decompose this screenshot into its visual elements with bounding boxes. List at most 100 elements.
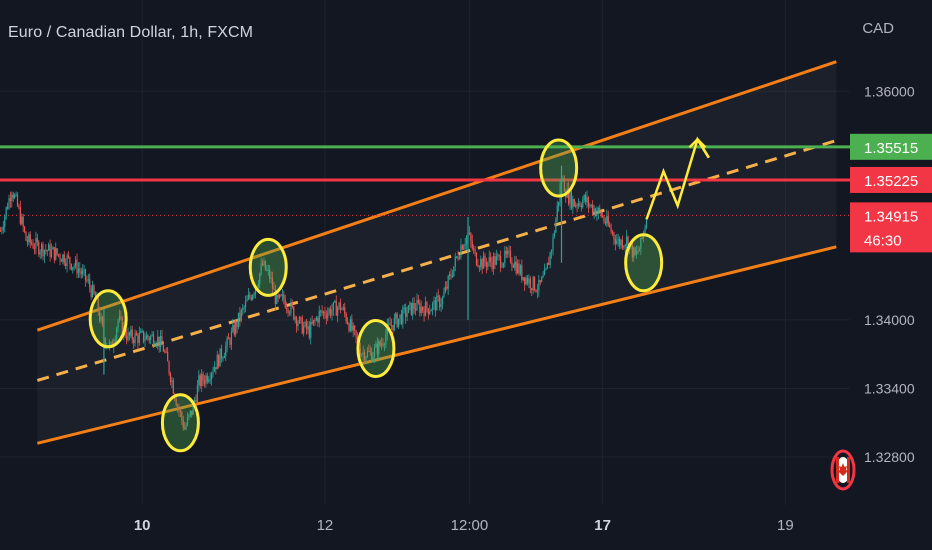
candle-body bbox=[133, 339, 135, 344]
candle-body bbox=[99, 311, 101, 321]
candle-body bbox=[437, 295, 439, 297]
horizontal-levels[interactable] bbox=[0, 145, 850, 216]
candle-body bbox=[327, 312, 329, 319]
candle-body bbox=[426, 301, 428, 309]
candle-body bbox=[240, 309, 242, 320]
candle-body bbox=[263, 260, 265, 266]
candle-body bbox=[141, 330, 143, 332]
countdown-label: 46:30 bbox=[864, 232, 902, 249]
candle-body bbox=[74, 259, 77, 267]
candle-body bbox=[191, 410, 193, 415]
channel-upper-line bbox=[36, 60, 837, 332]
candle-body bbox=[247, 294, 250, 300]
touch-circle-2 bbox=[160, 393, 200, 453]
candle-body bbox=[556, 205, 558, 220]
candle-body bbox=[329, 308, 332, 316]
candle-body bbox=[203, 380, 206, 384]
candle-body bbox=[89, 279, 91, 288]
candle-body bbox=[226, 337, 228, 347]
candle-body bbox=[460, 245, 462, 258]
candle-body bbox=[9, 198, 12, 201]
candle-body bbox=[260, 263, 262, 274]
candle-body bbox=[548, 262, 550, 265]
candle-body bbox=[158, 336, 160, 347]
candle-body bbox=[446, 286, 448, 289]
candle-body bbox=[49, 244, 51, 257]
candle-body bbox=[604, 221, 607, 224]
candle-body bbox=[492, 256, 495, 269]
symbol-title[interactable]: Euro / Canadian Dollar, 1h, FXCM bbox=[8, 24, 254, 41]
candle-body bbox=[593, 208, 595, 214]
candle-body bbox=[148, 337, 150, 341]
candle-body bbox=[409, 302, 411, 306]
trend-channel[interactable] bbox=[36, 60, 837, 445]
candle-body bbox=[1, 229, 3, 231]
candle-body bbox=[14, 194, 16, 199]
candle-body bbox=[57, 254, 60, 256]
candle-body bbox=[110, 342, 112, 344]
candle-body bbox=[468, 232, 471, 234]
candle-body bbox=[575, 204, 577, 207]
candle-body bbox=[559, 184, 561, 202]
candle-body bbox=[100, 316, 102, 321]
candle-body bbox=[501, 266, 503, 268]
candle-body bbox=[365, 356, 367, 361]
candle-body bbox=[210, 373, 213, 380]
candle-body bbox=[59, 254, 61, 260]
candle-body bbox=[222, 357, 224, 359]
candle-body bbox=[431, 303, 434, 310]
touch-circle-6 bbox=[624, 233, 664, 293]
candle-body bbox=[22, 216, 24, 227]
candle-body bbox=[90, 287, 92, 297]
candle-body bbox=[55, 248, 57, 260]
candle-body bbox=[380, 343, 383, 346]
candle-body bbox=[335, 300, 337, 316]
time-axis[interactable]: 10 12 12:00 17 19 bbox=[0, 505, 850, 550]
candle-body bbox=[188, 414, 190, 418]
candle-body bbox=[253, 293, 255, 296]
candle-body bbox=[79, 268, 81, 272]
candle-body bbox=[144, 339, 146, 342]
candle-body bbox=[406, 313, 408, 318]
candle-body bbox=[212, 371, 214, 374]
candle-body bbox=[53, 247, 55, 260]
candle-body bbox=[448, 274, 451, 277]
candle-body bbox=[555, 219, 557, 233]
candle-body bbox=[25, 231, 27, 241]
candle-body bbox=[410, 302, 412, 315]
price-tick-label: 1.33400 bbox=[864, 380, 915, 396]
projection-arrow[interactable] bbox=[645, 136, 710, 220]
candle-body bbox=[5, 207, 7, 217]
candle-body bbox=[213, 366, 216, 372]
candle-body bbox=[478, 266, 480, 268]
candle-body bbox=[288, 312, 291, 314]
candle-body bbox=[267, 269, 269, 271]
candle-body bbox=[614, 238, 616, 244]
candle-body bbox=[36, 238, 38, 243]
candle-body bbox=[443, 292, 445, 298]
candle-body bbox=[223, 356, 225, 358]
candle-body bbox=[519, 265, 522, 274]
canada-flag-icon[interactable] bbox=[830, 449, 856, 491]
candle-body bbox=[511, 262, 513, 266]
candle-body bbox=[379, 341, 381, 346]
candle-body bbox=[161, 335, 163, 346]
candle-body bbox=[528, 278, 530, 284]
candle-body bbox=[583, 195, 585, 201]
candle-body bbox=[320, 310, 322, 312]
candle-body bbox=[307, 326, 309, 330]
candle-body bbox=[244, 301, 247, 308]
candle-body bbox=[94, 293, 97, 300]
candle-body bbox=[43, 250, 46, 257]
price-axis[interactable]: 1.36000 1.34000 1.33400 1.32800 1.35515 1.352… bbox=[850, 0, 932, 550]
candle-body bbox=[369, 351, 371, 353]
candle-body bbox=[447, 276, 449, 289]
candle-body bbox=[189, 410, 191, 415]
candle-body bbox=[6, 207, 9, 209]
touch-circles[interactable] bbox=[88, 138, 664, 453]
candle-body bbox=[617, 239, 619, 241]
candle-body bbox=[495, 256, 497, 265]
candle-body bbox=[589, 205, 591, 207]
